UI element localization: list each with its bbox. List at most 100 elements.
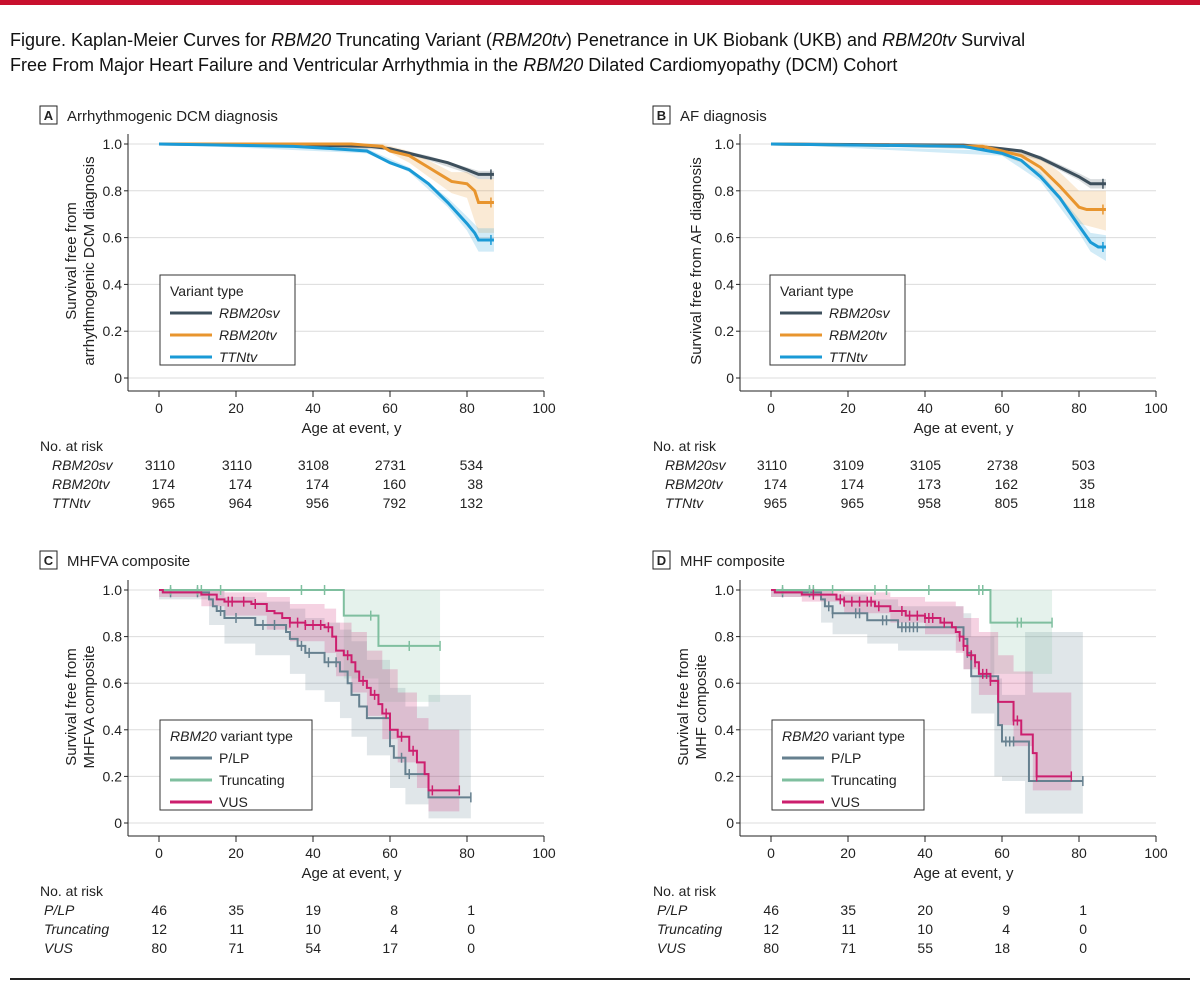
panel-letter: A [44, 108, 54, 123]
risk-count: 174 [841, 476, 865, 492]
x-tick-label: 80 [1071, 400, 1087, 416]
y-axis-label: MHFVA composite [81, 645, 98, 768]
risk-count: 71 [840, 940, 856, 956]
x-tick-label: 80 [1071, 845, 1087, 861]
legend-title-segment: RBM20 [782, 728, 829, 744]
x-tick-label: 20 [228, 400, 244, 416]
risk-count: 54 [305, 940, 321, 956]
title-line: Figure. Kaplan-Meier Curves for RBM20 Tr… [10, 28, 1025, 53]
survival-curve-rbm20tv [770, 142, 1106, 212]
risk-row-label: Truncating [44, 921, 109, 937]
risk-count: 10 [917, 921, 933, 937]
legend-label: RBM20tv [219, 327, 278, 343]
survival-curve-plp [159, 589, 471, 799]
panel-letter-box [652, 105, 671, 125]
panel-letter: D [657, 553, 666, 568]
legend-label: RBM20sv [219, 305, 281, 321]
panel-letter: C [44, 553, 54, 568]
risk-count: 792 [383, 495, 407, 511]
y-tick-label: 0 [114, 815, 122, 831]
y-tick-label: 0 [726, 815, 734, 831]
survival-curve-plp [771, 589, 1083, 783]
y-axis-label: arrhythmogenic DCM diagnosis [81, 156, 98, 365]
x-tick-label: 60 [994, 845, 1010, 861]
risk-count: 132 [460, 495, 484, 511]
legend-label: P/LP [219, 750, 249, 766]
y-axis-label: Survival free from [63, 202, 80, 320]
ci-band-truncating [159, 590, 441, 702]
panel-b: B AF diagnosis 0 0.2 0.4 0.6 0.8 1.0 0 20 40 60 80 10… [652, 105, 1168, 511]
risk-count: 38 [467, 476, 483, 492]
title-segment: RBM20 [271, 30, 332, 50]
y-tick-label: 0 [114, 370, 122, 386]
risk-count: 118 [1073, 495, 1096, 511]
panel-title: Arrhythmogenic DCM diagnosis [67, 108, 278, 125]
risk-row-label: RBM20sv [665, 457, 727, 473]
risk-count: 11 [841, 921, 856, 937]
risk-count: 19 [305, 902, 321, 918]
x-tick-label: 40 [917, 400, 933, 416]
y-tick-label: 0.6 [715, 230, 735, 246]
x-axis-label: Age at event, y [913, 865, 1014, 882]
risk-count: 174 [152, 476, 176, 492]
risk-count: 4 [1002, 921, 1010, 937]
risk-row-label: RBM20tv [52, 476, 111, 492]
y-tick-label: 0.6 [103, 230, 123, 246]
risk-count: 3110 [222, 457, 252, 473]
risk-row-label: VUS [44, 940, 73, 956]
x-tick-label: 80 [459, 845, 475, 861]
legend-title-segment: RBM20 [170, 728, 217, 744]
y-tick-label: 0.4 [103, 276, 123, 292]
risk-count: 160 [383, 476, 407, 492]
y-tick-label: 1.0 [715, 582, 735, 598]
risk-row-label: TTNtv [665, 495, 704, 511]
risk-count: 20 [917, 902, 933, 918]
legend-title: Variant type [170, 283, 244, 299]
x-tick-label: 80 [459, 400, 475, 416]
ci-band-ttntv [771, 144, 1106, 261]
y-axis-label: MHF composite [693, 654, 710, 759]
y-axis-label: Survival free from [63, 648, 80, 766]
panel-title: MHFVA composite [67, 553, 190, 570]
legend-label: RBM20sv [829, 305, 891, 321]
x-tick-label: 100 [532, 845, 556, 861]
y-axis-label: Survival free from AF diagnosis [688, 157, 705, 365]
risk-count: 965 [764, 495, 788, 511]
risk-count: 35 [228, 902, 244, 918]
risk-table-label: No. at risk [653, 438, 717, 454]
legend-title-segment: Variant type [170, 283, 244, 299]
y-tick-label: 0.8 [715, 629, 735, 645]
x-tick-label: 20 [840, 400, 856, 416]
risk-count: 11 [229, 921, 244, 937]
risk-count: 173 [918, 476, 942, 492]
risk-count: 46 [151, 902, 167, 918]
ci-band-truncating [771, 590, 1053, 674]
y-tick-label: 0.4 [103, 722, 123, 738]
risk-count: 958 [918, 495, 942, 511]
risk-table-label: No. at risk [653, 883, 717, 899]
panel-title: MHF composite [680, 553, 785, 570]
ci-band-vus [771, 590, 1072, 807]
risk-count: 0 [1079, 921, 1087, 937]
title-segment: RBM20tv [882, 30, 957, 50]
title-segment: Truncating Variant ( [331, 30, 492, 50]
risk-table-label: No. at risk [40, 883, 104, 899]
y-tick-label: 0.8 [715, 183, 735, 199]
figure-title: Figure. Kaplan-Meier Curves for RBM20 Tr… [10, 28, 1025, 78]
legend-label: TTNtv [219, 349, 258, 365]
legend-title: RBM20 variant type [170, 728, 293, 744]
risk-count: 12 [151, 921, 167, 937]
title-segment: Free From Major Heart Failure and Ventri… [10, 55, 524, 75]
title-segment: Dilated Cardiomyopathy (DCM) Cohort [583, 55, 898, 75]
legend-title-segment: variant type [829, 728, 905, 744]
legend-label: P/LP [831, 750, 861, 766]
legend-label: Truncating [831, 772, 897, 788]
x-tick-label: 40 [305, 845, 321, 861]
risk-count: 1 [467, 902, 475, 918]
x-tick-label: 60 [382, 845, 398, 861]
panel-letter-box [39, 550, 58, 570]
x-tick-label: 100 [1144, 845, 1168, 861]
panel-letter-box [652, 550, 671, 570]
title-segment: RBM20tv [491, 30, 566, 50]
